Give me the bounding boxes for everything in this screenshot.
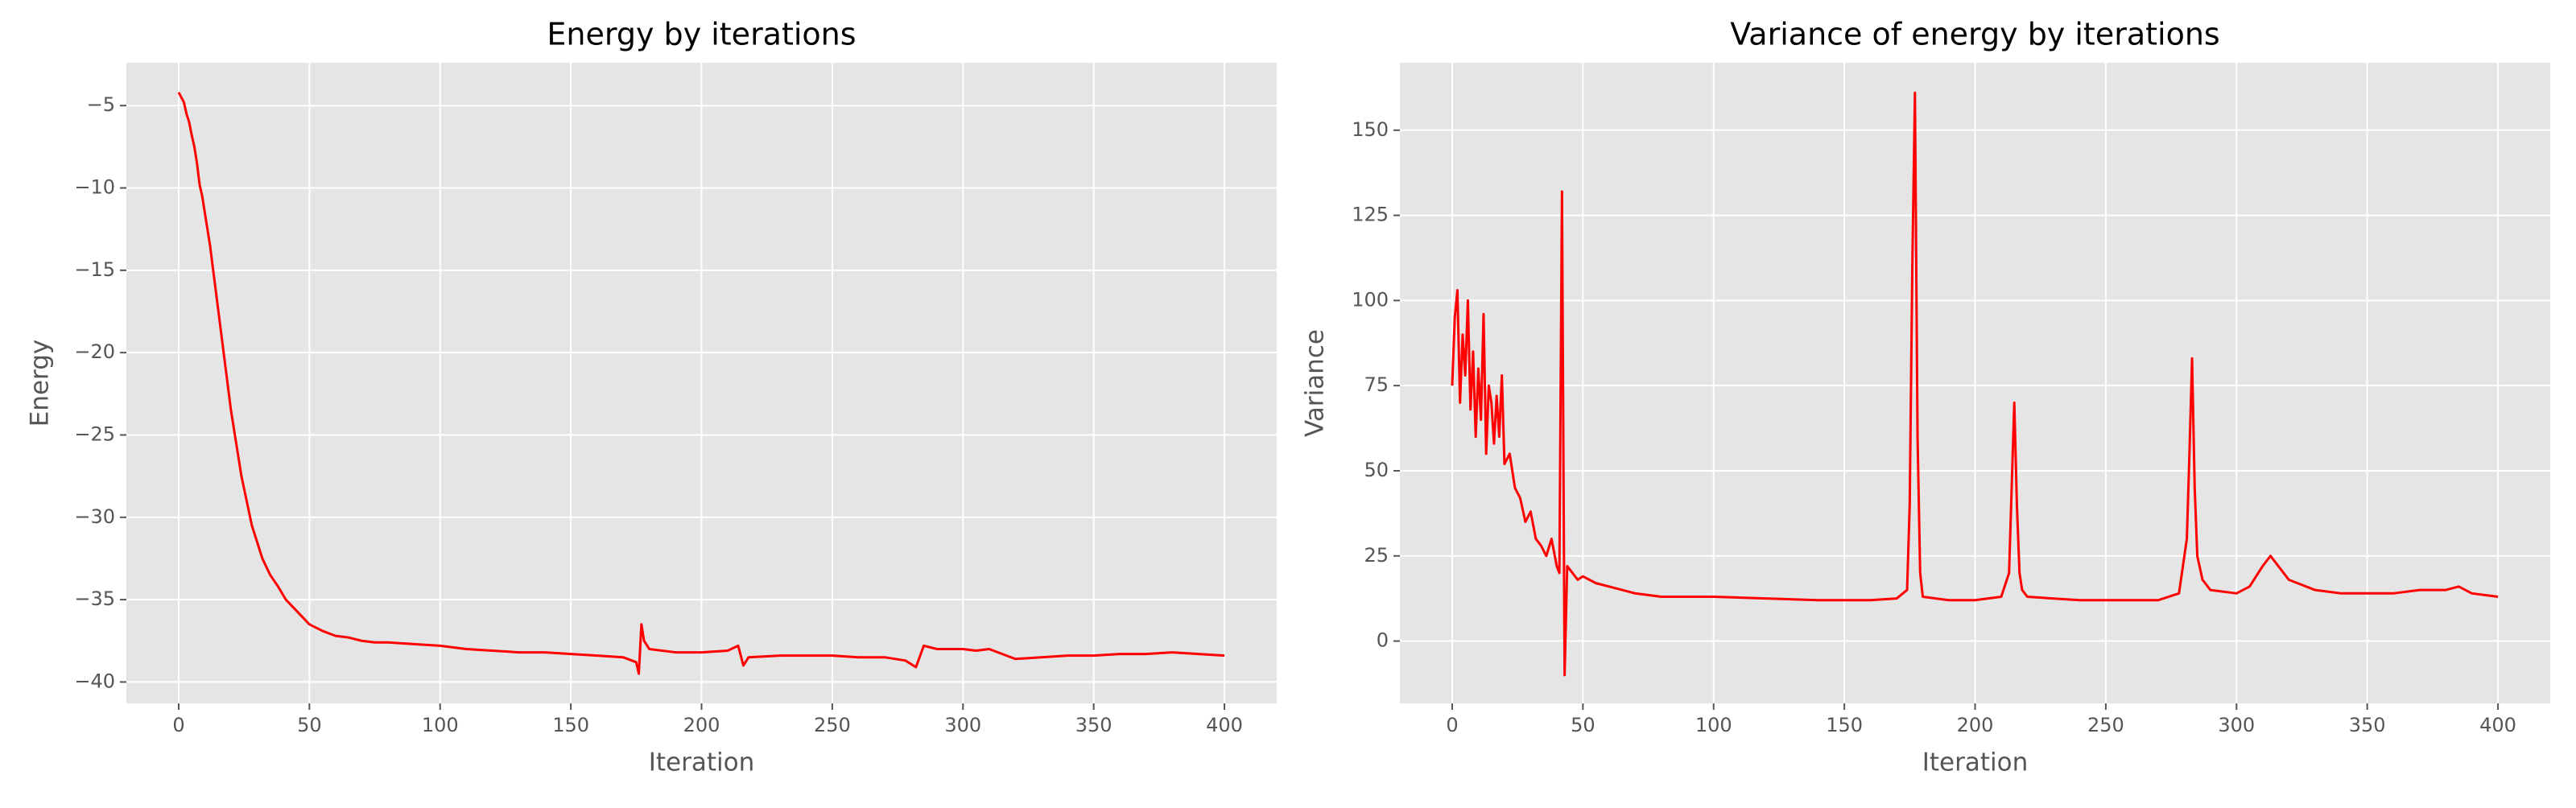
x-tick-label: 300 [2218,714,2255,736]
y-tick-label: −15 [74,258,115,281]
y-tick-label: −25 [74,423,115,445]
y-tick-label: −40 [74,670,115,692]
y-axis-label: Energy [26,340,55,427]
y-tick-label: −20 [74,340,115,363]
data-line [177,92,1225,675]
x-tick-label: 250 [814,714,851,736]
x-tick-label: 250 [2087,714,2124,736]
x-tick-label: 50 [297,714,322,736]
x-tick-label: 300 [944,714,981,736]
x-axis-label: Iteration [649,748,755,777]
y-tick-label: −5 [87,93,115,116]
y-tick-label: 100 [1352,288,1389,311]
x-tick-label: 350 [2349,714,2386,736]
x-tick-label: 400 [1206,714,1243,736]
y-tick-label: 75 [1364,373,1389,396]
y-tick-label: −10 [74,176,115,199]
x-tick-label: 0 [172,714,184,736]
x-tick-label: 0 [1446,714,1458,736]
y-axis-label: Variance [1301,329,1330,437]
y-tick-label: 0 [1377,629,1389,652]
chart-title: Variance of energy by iterations [1730,17,2219,52]
x-tick-label: 200 [683,714,720,736]
y-tick-label: 150 [1352,118,1389,141]
x-tick-label: 200 [1957,714,1994,736]
y-tick-label: 125 [1352,204,1389,226]
y-tick-label: −30 [74,505,115,528]
x-tick-label: 150 [552,714,589,736]
y-tick-label: 50 [1364,459,1389,481]
y-tick-label: 25 [1364,544,1389,567]
x-tick-label: 100 [1695,714,1732,736]
x-tick-label: 50 [1571,714,1596,736]
chart-title: Energy by iterations [547,17,856,52]
x-tick-label: 400 [2479,714,2516,736]
x-axis-label: Iteration [1922,748,2029,777]
x-tick-label: 100 [422,714,459,736]
x-tick-label: 150 [1826,714,1863,736]
x-tick-label: 350 [1075,714,1113,736]
y-tick-label: −35 [74,587,115,610]
data-line [1451,91,2499,677]
